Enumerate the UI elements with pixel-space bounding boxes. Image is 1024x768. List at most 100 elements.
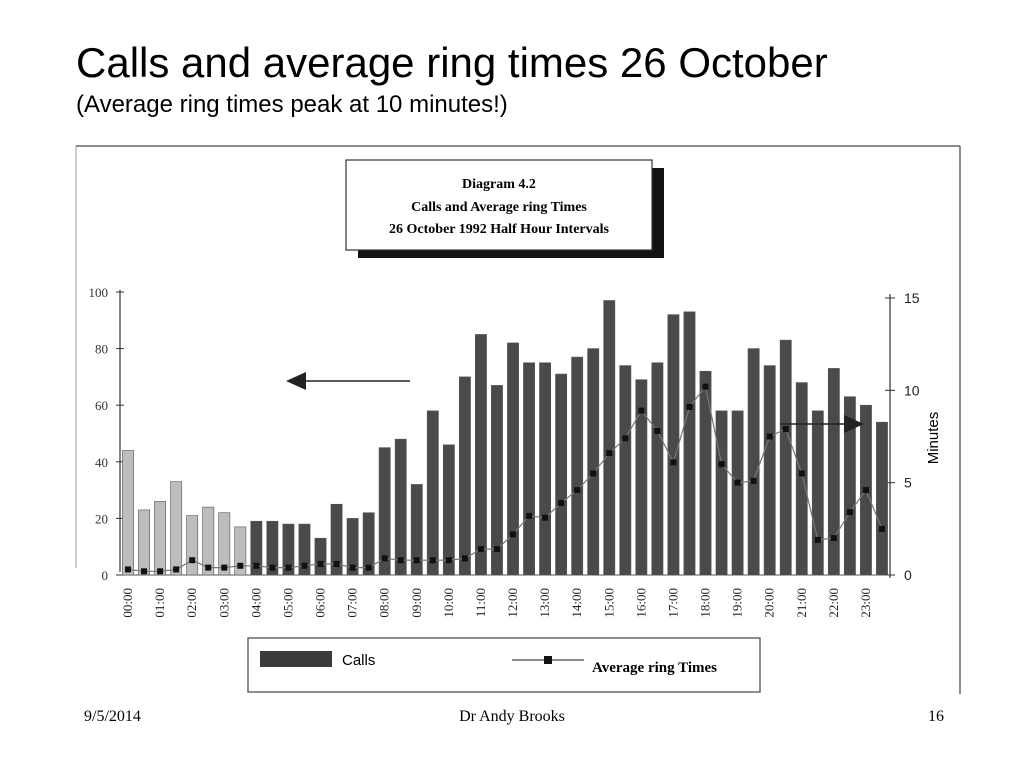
calls-bar: [619, 365, 632, 576]
ring-times-point: [477, 546, 484, 553]
calls-bar: [747, 348, 760, 576]
chart-figure: Diagram 4.2 Calls and Average ring Times…: [74, 138, 964, 698]
left-tick-label: 60: [95, 398, 108, 413]
right-tick-label: 5: [904, 475, 912, 491]
right-axis-ticks: 0 5 10 15: [885, 290, 920, 583]
x-tick-label: 18:00: [698, 588, 713, 618]
x-tick-label: 10:00: [441, 588, 456, 618]
x-tick-label: 22:00: [826, 588, 841, 618]
x-tick-label: 05:00: [280, 588, 295, 618]
calls-bar: [811, 410, 824, 576]
ring-times-point: [141, 568, 148, 575]
calls-bar: [539, 362, 552, 576]
ring-times-point: [782, 426, 789, 433]
legend-box: [247, 637, 761, 693]
x-tick-label: 20:00: [762, 588, 777, 618]
legend-ring-marker: [544, 656, 552, 664]
calls-bar: [667, 314, 680, 576]
ring-times-point: [253, 562, 260, 569]
calls-bar: [779, 339, 792, 576]
calls-bar: [314, 537, 327, 576]
calls-bar: [170, 481, 183, 576]
calls-bar: [491, 385, 503, 576]
ring-times-point: [237, 562, 244, 569]
x-tick-label: 14:00: [569, 588, 584, 618]
x-tick-label: 11:00: [473, 588, 488, 617]
x-tick-label: 03:00: [216, 588, 231, 618]
ring-times-point: [493, 546, 500, 553]
chart-title-line-1: Diagram 4.2: [462, 177, 536, 192]
calls-bar: [218, 512, 231, 576]
calls-bar: [795, 382, 808, 576]
calls-bar: [507, 342, 519, 576]
ring-times-point: [349, 564, 356, 571]
ring-times-point: [718, 461, 725, 468]
ring-times-point: [125, 566, 132, 573]
calls-bar: [699, 370, 712, 576]
x-axis-labels: 00:00 01:00 02:00 03:00 04:00 05:00 06:00 07:00…: [120, 588, 873, 618]
ring-times-point: [702, 383, 709, 390]
calls-bar: [683, 311, 696, 576]
legend-calls-swatch: [260, 651, 332, 667]
ring-times-point: [445, 557, 452, 564]
x-tick-label: 17:00: [665, 588, 680, 618]
x-tick-label: 13:00: [537, 588, 552, 618]
x-tick-label: 06:00: [313, 588, 328, 618]
x-tick-label: 09:00: [409, 588, 424, 618]
x-tick-label: 04:00: [248, 588, 263, 618]
x-tick-label: 07:00: [345, 588, 360, 618]
title-box: [345, 159, 653, 251]
calls-bar: [202, 506, 215, 576]
calls-bar: [731, 410, 744, 576]
ring-times-point: [878, 525, 885, 532]
ring-times-point: [269, 564, 276, 571]
ring-times-point: [526, 512, 533, 519]
ring-times-point: [798, 470, 805, 477]
calls-bar: [603, 300, 616, 576]
calls-bar: [234, 526, 247, 576]
ring-times-point: [461, 555, 468, 562]
right-axis-label: Minutes: [925, 412, 942, 465]
calls-bar: [876, 421, 888, 576]
ring-times-point: [846, 509, 853, 516]
calls-bar: [122, 450, 134, 576]
chart-title-line-3: 26 October 1992 Half Hour Intervals: [389, 222, 610, 237]
calls-bar: [635, 379, 648, 576]
ring-times-point: [814, 536, 821, 543]
calls-bar: [827, 368, 840, 576]
calls-bar: [346, 518, 359, 576]
calls-bar: [410, 484, 423, 576]
ring-times-point: [670, 459, 677, 466]
ring-times-point: [574, 487, 581, 494]
x-tick-label: 21:00: [794, 588, 809, 618]
calls-bar: [715, 410, 728, 576]
x-tick-label: 16:00: [633, 588, 648, 618]
calls-bar: [266, 520, 279, 576]
calls-bar: [843, 396, 856, 576]
left-axis-ticks: 0 20 40 60 80 100: [89, 285, 124, 583]
footer-date: 9/5/2014: [84, 708, 141, 725]
ring-times-point: [429, 557, 436, 564]
ring-times-point: [173, 566, 180, 573]
calls-bar: [523, 362, 535, 576]
x-tick-label: 23:00: [858, 588, 873, 618]
calls-bar: [475, 334, 487, 576]
x-tick-label: 12:00: [505, 588, 520, 618]
ring-times-point: [654, 427, 661, 434]
calls-bar: [394, 438, 407, 576]
ring-times-point: [862, 487, 869, 494]
calls-bar: [763, 365, 776, 576]
calls-bar: [330, 503, 343, 576]
calls-bar: [138, 509, 150, 576]
ring-times-line-layer: [125, 383, 885, 575]
ring-times-point: [830, 535, 837, 542]
left-tick-label: 0: [102, 568, 109, 583]
calls-bar: [442, 444, 455, 576]
ring-times-point: [638, 407, 645, 414]
left-tick-label: 20: [95, 511, 108, 526]
ring-times-point: [301, 562, 308, 569]
x-tick-label: 01:00: [152, 588, 167, 618]
calls-bar: [186, 515, 199, 576]
footer-page-number: 16: [928, 708, 944, 725]
ring-times-point: [766, 433, 773, 440]
